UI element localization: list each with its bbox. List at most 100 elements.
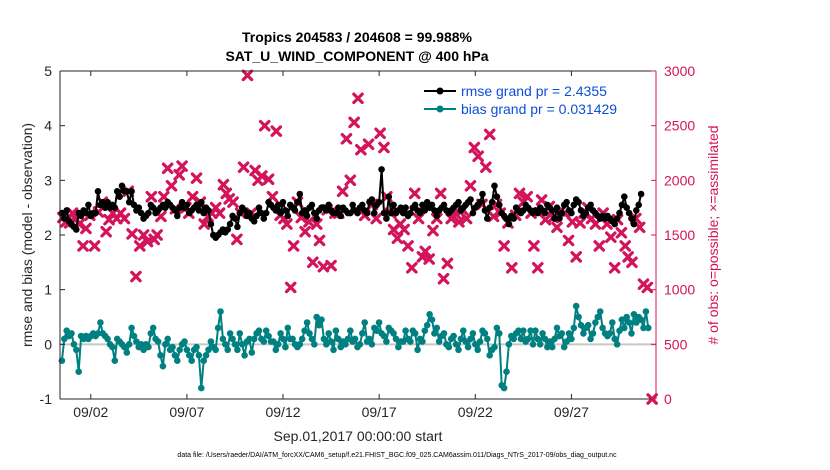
rmse-point <box>85 201 92 209</box>
bias-point <box>469 330 477 337</box>
obs-assimilated-marker <box>165 180 178 192</box>
bias-point <box>272 346 280 354</box>
bias-point <box>70 341 78 348</box>
bias-point <box>219 335 227 343</box>
rmse-point <box>491 182 498 190</box>
bias-point <box>337 343 345 351</box>
y-left-tick-label: 5 <box>44 63 52 79</box>
rmse-point <box>635 201 642 209</box>
bias-point <box>440 330 448 337</box>
rmse-point <box>337 212 345 220</box>
rmse-point <box>486 204 494 211</box>
obs-assimilated-marker <box>173 169 185 181</box>
bias-point <box>510 335 517 343</box>
rmse-point <box>234 223 241 231</box>
rmse-point <box>311 209 318 217</box>
obs-assimilated-marker <box>217 178 230 191</box>
obs-assimilated-marker <box>241 69 254 82</box>
rmse-point <box>551 215 558 222</box>
bias-point <box>606 330 614 337</box>
bias-point <box>75 368 82 376</box>
bias-point <box>553 324 561 332</box>
bias-point <box>306 330 313 337</box>
x-axis-label: Sep.01,2017 00:00:00 start <box>274 428 443 444</box>
obs-assimilated-marker <box>641 281 654 294</box>
rmse-point <box>94 188 102 195</box>
bias-point <box>592 319 599 326</box>
rmse-point <box>332 209 340 217</box>
obs-assimilated-marker <box>287 240 300 252</box>
rmse-point <box>116 193 123 200</box>
obs-assimilated-marker <box>562 234 575 247</box>
bias-point <box>611 335 618 343</box>
bias-point <box>121 343 128 351</box>
y-left-tick-label: -1 <box>40 391 53 407</box>
obs-assimilated-marker <box>402 240 414 252</box>
obs-assimilated-marker <box>352 92 364 105</box>
bias-point <box>214 324 222 332</box>
bias-point <box>130 332 138 340</box>
rmse-point <box>493 193 501 200</box>
obs-assimilated-marker <box>100 225 112 238</box>
obs-assimilated-marker <box>521 190 533 203</box>
obs-assimilated-marker <box>281 218 293 230</box>
bias-point <box>248 349 256 356</box>
obs-assimilated-marker <box>419 245 432 258</box>
bias-point <box>633 319 640 326</box>
bias-point <box>94 330 102 337</box>
bias-point <box>315 321 323 329</box>
rmse-point <box>291 207 299 214</box>
rmse-point <box>354 209 361 217</box>
bias-point <box>342 341 349 348</box>
rmse-point <box>260 215 268 222</box>
bias-point <box>176 346 183 354</box>
bias-point <box>457 335 465 343</box>
rmse-point <box>125 198 133 206</box>
legend-rmse-label: rmse grand pr = 2.4355 <box>461 83 607 99</box>
bias-point <box>613 341 621 348</box>
rmse-point <box>200 209 207 217</box>
y-right-tick-label: 0 <box>664 391 672 407</box>
rmse-point <box>380 209 388 217</box>
bias-point <box>551 335 558 343</box>
rmse-point <box>258 209 265 217</box>
rmse-point <box>402 204 409 211</box>
x-tick-label: 09/02 <box>73 404 108 420</box>
bias-point <box>361 319 369 326</box>
rmse-point <box>548 207 556 214</box>
bias-point <box>164 335 171 343</box>
bias-point <box>500 384 508 392</box>
rmse-point <box>205 207 212 214</box>
rmse-point <box>505 220 513 228</box>
obs-assimilated-marker <box>310 218 323 230</box>
obs-assimilated-marker <box>77 240 89 252</box>
obs-assimilated-marker <box>437 272 450 285</box>
rmse-point <box>616 209 623 217</box>
bias-point <box>298 335 306 343</box>
bias-point <box>419 338 426 345</box>
bias-point <box>222 341 229 348</box>
rmse-point <box>563 198 570 206</box>
bias-point <box>460 327 467 335</box>
rmse-point <box>625 209 633 217</box>
rmse-point <box>255 204 263 211</box>
bias-point <box>380 332 388 340</box>
bias-point <box>402 327 409 335</box>
rmse-point <box>577 207 585 214</box>
bias-point <box>484 335 491 343</box>
bias-point <box>517 335 525 343</box>
obs-assimilated-marker <box>262 173 275 186</box>
bias-point <box>366 335 373 343</box>
bias-point <box>128 324 135 332</box>
rmse-point <box>553 204 561 211</box>
rmse-point <box>226 220 234 228</box>
obs-assimilated-marker <box>130 270 142 283</box>
rmse-point <box>407 209 414 217</box>
obs-assimilated-marker <box>468 141 481 154</box>
obs-assimilated-marker <box>441 257 454 270</box>
rmse-point <box>274 201 282 209</box>
rmse-point <box>359 201 366 209</box>
bias-point <box>147 330 155 337</box>
rmse-point <box>582 209 590 217</box>
